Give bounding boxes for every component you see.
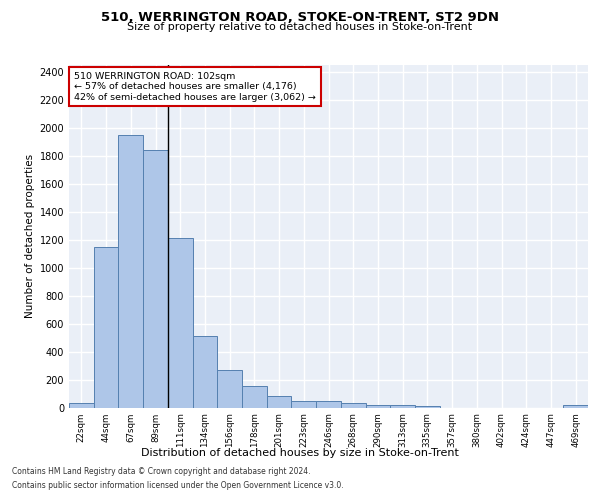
Bar xyxy=(242,386,267,407)
Bar xyxy=(168,238,193,408)
Bar xyxy=(94,246,118,408)
Text: Distribution of detached houses by size in Stoke-on-Trent: Distribution of detached houses by size … xyxy=(141,448,459,458)
Bar xyxy=(267,396,292,407)
Text: Contains public sector information licensed under the Open Government Licence v3: Contains public sector information licen… xyxy=(12,481,344,490)
Bar xyxy=(316,401,341,407)
Bar xyxy=(69,404,94,407)
Y-axis label: Number of detached properties: Number of detached properties xyxy=(25,154,35,318)
Text: Size of property relative to detached houses in Stoke-on-Trent: Size of property relative to detached ho… xyxy=(127,22,473,32)
Bar xyxy=(217,370,242,408)
Bar xyxy=(143,150,168,408)
Bar xyxy=(118,135,143,407)
Bar xyxy=(365,405,390,407)
Text: 510, WERRINGTON ROAD, STOKE-ON-TRENT, ST2 9DN: 510, WERRINGTON ROAD, STOKE-ON-TRENT, ST… xyxy=(101,11,499,24)
Bar xyxy=(563,405,588,407)
Bar xyxy=(292,400,316,407)
Bar xyxy=(415,406,440,407)
Text: 510 WERRINGTON ROAD: 102sqm
← 57% of detached houses are smaller (4,176)
42% of : 510 WERRINGTON ROAD: 102sqm ← 57% of det… xyxy=(74,72,316,102)
Bar xyxy=(193,336,217,407)
Bar xyxy=(341,402,365,407)
Bar xyxy=(390,404,415,407)
Text: Contains HM Land Registry data © Crown copyright and database right 2024.: Contains HM Land Registry data © Crown c… xyxy=(12,467,311,476)
